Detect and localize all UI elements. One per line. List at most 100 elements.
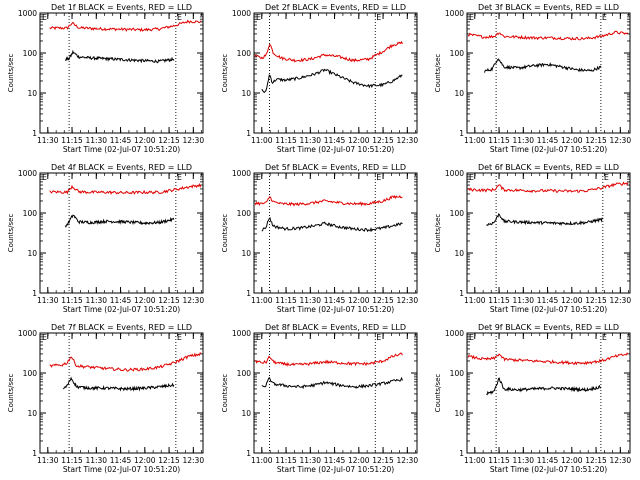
corner-marker-right: E — [376, 333, 381, 342]
y-axis-label: Counts/sec — [434, 54, 442, 93]
y-tick-label: 1000 — [18, 169, 37, 178]
x-tick-label: 11:00 — [464, 136, 486, 145]
x-tick-label: 11:30 — [299, 296, 321, 305]
x-tick-label: 12:30 — [609, 456, 631, 465]
x-tick-label: 11:00 — [251, 136, 273, 145]
plot-frame — [466, 12, 631, 134]
y-tick-label: 1 — [246, 129, 251, 138]
y-tick-label: 1000 — [232, 169, 251, 178]
x-tick-label: 12:15 — [585, 296, 607, 305]
x-tick-label: 12:15 — [158, 296, 180, 305]
y-tick-label: 100 — [237, 369, 252, 378]
x-tick-label: 11:30 — [85, 136, 107, 145]
y-tick-label: 1 — [32, 449, 37, 458]
y-tick-label: 100 — [450, 369, 465, 378]
panel-title: Det 9f BLACK = Events, RED = LLD — [478, 323, 619, 332]
x-tick-label: 12:00 — [561, 296, 583, 305]
x-tick-label: 12:15 — [372, 136, 394, 145]
x-tick-label: 11:00 — [251, 456, 273, 465]
y-tick-label: 1 — [459, 129, 464, 138]
corner-marker-left: E — [469, 173, 474, 182]
y-tick-label: 10 — [241, 89, 251, 98]
series-events-line — [261, 68, 403, 94]
detector-panel-4: Det 4f BLACK = Events, RED = LLD 1 10 100 10… — [7, 163, 204, 314]
y-tick-label: 1 — [246, 289, 251, 298]
series-lld-line — [49, 352, 202, 372]
x-tick-label: 11:15 — [275, 456, 297, 465]
x-tick-label: 12:00 — [134, 296, 156, 305]
x-tick-label: 11:45 — [537, 296, 559, 305]
panel-title: Det 5f BLACK = Events, RED = LLD — [265, 163, 406, 172]
plot-frame — [253, 332, 418, 454]
corner-marker-right: E — [604, 173, 609, 182]
x-tick-label: 11:45 — [110, 296, 132, 305]
panel-title: Det 3f BLACK = Events, RED = LLD — [478, 3, 619, 12]
x-tick-label: 11:30 — [512, 456, 534, 465]
x-axis-label: Start Time (02-Jul-07 10:51:20) — [490, 465, 607, 474]
y-tick-label: 10 — [27, 409, 37, 418]
x-tick-label: 11:45 — [110, 456, 132, 465]
y-tick-label: 1 — [459, 289, 464, 298]
x-tick-label: 11:45 — [324, 296, 346, 305]
y-tick-label: 100 — [23, 49, 38, 58]
x-axis-label: Start Time (02-Jul-07 10:51:20) — [63, 145, 180, 154]
x-axis-label: Start Time (02-Jul-07 10:51:20) — [63, 465, 180, 474]
corner-marker-left: E — [42, 173, 47, 182]
x-tick-label: 12:30 — [182, 136, 204, 145]
x-tick-label: 11:15 — [488, 296, 510, 305]
y-tick-label: 100 — [23, 369, 38, 378]
x-tick-label: 12:00 — [561, 136, 583, 145]
x-tick-label: 12:30 — [396, 456, 418, 465]
y-axis-label: Counts/sec — [434, 214, 442, 253]
series-lld-line — [254, 194, 403, 207]
y-axis-label: Counts/sec — [7, 374, 15, 413]
x-tick-label: 11:15 — [61, 456, 83, 465]
y-tick-label: 1 — [32, 129, 37, 138]
series-lld-line — [467, 352, 629, 366]
y-tick-label: 100 — [237, 49, 252, 58]
x-tick-label: 11:30 — [85, 456, 107, 465]
panel-title: Det 8f BLACK = Events, RED = LLD — [265, 323, 406, 332]
corner-marker-left: E — [256, 333, 261, 342]
y-tick-label: 100 — [450, 209, 465, 218]
y-tick-label: 1000 — [232, 329, 251, 338]
x-tick-label: 12:30 — [182, 296, 204, 305]
plot-frame — [39, 332, 204, 454]
plot-frame — [39, 12, 204, 134]
y-tick-label: 10 — [27, 249, 37, 258]
x-tick-label: 11:30 — [512, 296, 534, 305]
y-tick-label: 10 — [454, 409, 464, 418]
panel-title: Det 6f BLACK = Events, RED = LLD — [478, 163, 619, 172]
x-tick-label: 11:30 — [37, 296, 59, 305]
x-tick-label: 11:30 — [37, 456, 59, 465]
series-lld-line — [49, 183, 202, 195]
plot-frame — [253, 172, 418, 294]
y-axis-label: Counts/sec — [221, 214, 229, 253]
series-events-line — [62, 376, 175, 392]
plot-frame — [466, 332, 631, 454]
x-tick-label: 12:15 — [158, 136, 180, 145]
y-tick-label: 10 — [454, 249, 464, 258]
x-tick-label: 12:00 — [348, 136, 370, 145]
x-tick-label: 12:00 — [561, 456, 583, 465]
x-tick-label: 12:15 — [372, 456, 394, 465]
corner-marker-left: E — [42, 13, 47, 22]
series-lld-line — [254, 352, 403, 367]
x-axis-label: Start Time (02-Jul-07 10:51:20) — [490, 145, 607, 154]
detector-panel-8: Det 8f BLACK = Events, RED = LLD 1 10 100 10… — [221, 323, 418, 474]
y-tick-label: 1000 — [445, 169, 464, 178]
x-tick-label: 11:30 — [37, 136, 59, 145]
corner-marker-right: E — [376, 173, 381, 182]
y-axis-label: Counts/sec — [7, 54, 15, 93]
x-tick-label: 11:00 — [464, 296, 486, 305]
x-tick-label: 12:30 — [609, 136, 631, 145]
x-tick-label: 12:30 — [609, 296, 631, 305]
panel-title: Det 1f BLACK = Events, RED = LLD — [51, 3, 192, 12]
x-tick-label: 11:15 — [488, 456, 510, 465]
y-axis-label: Counts/sec — [7, 214, 15, 253]
x-axis-label: Start Time (02-Jul-07 10:51:20) — [277, 145, 394, 154]
x-tick-label: 11:15 — [275, 136, 297, 145]
plot-frame — [39, 172, 204, 294]
y-tick-label: 1000 — [18, 9, 37, 18]
